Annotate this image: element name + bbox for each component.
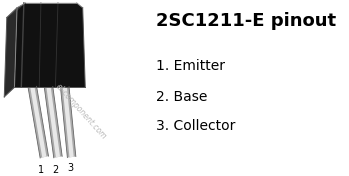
Polygon shape (7, 3, 25, 17)
Polygon shape (15, 3, 85, 87)
Text: 2. Base: 2. Base (156, 90, 207, 104)
Text: 1. Emitter: 1. Emitter (156, 59, 225, 73)
Text: 2: 2 (52, 165, 59, 175)
Polygon shape (4, 8, 17, 97)
Polygon shape (63, 87, 74, 157)
Polygon shape (30, 87, 46, 158)
Text: 1: 1 (38, 165, 44, 175)
Polygon shape (28, 86, 49, 158)
Text: 3. Collector: 3. Collector (156, 119, 235, 133)
Polygon shape (46, 87, 60, 157)
Text: 2SC1211-E pinout: 2SC1211-E pinout (156, 12, 336, 30)
Text: el-component.com: el-component.com (54, 82, 108, 141)
Text: 3: 3 (67, 163, 73, 173)
Polygon shape (61, 87, 76, 158)
Polygon shape (44, 87, 62, 158)
